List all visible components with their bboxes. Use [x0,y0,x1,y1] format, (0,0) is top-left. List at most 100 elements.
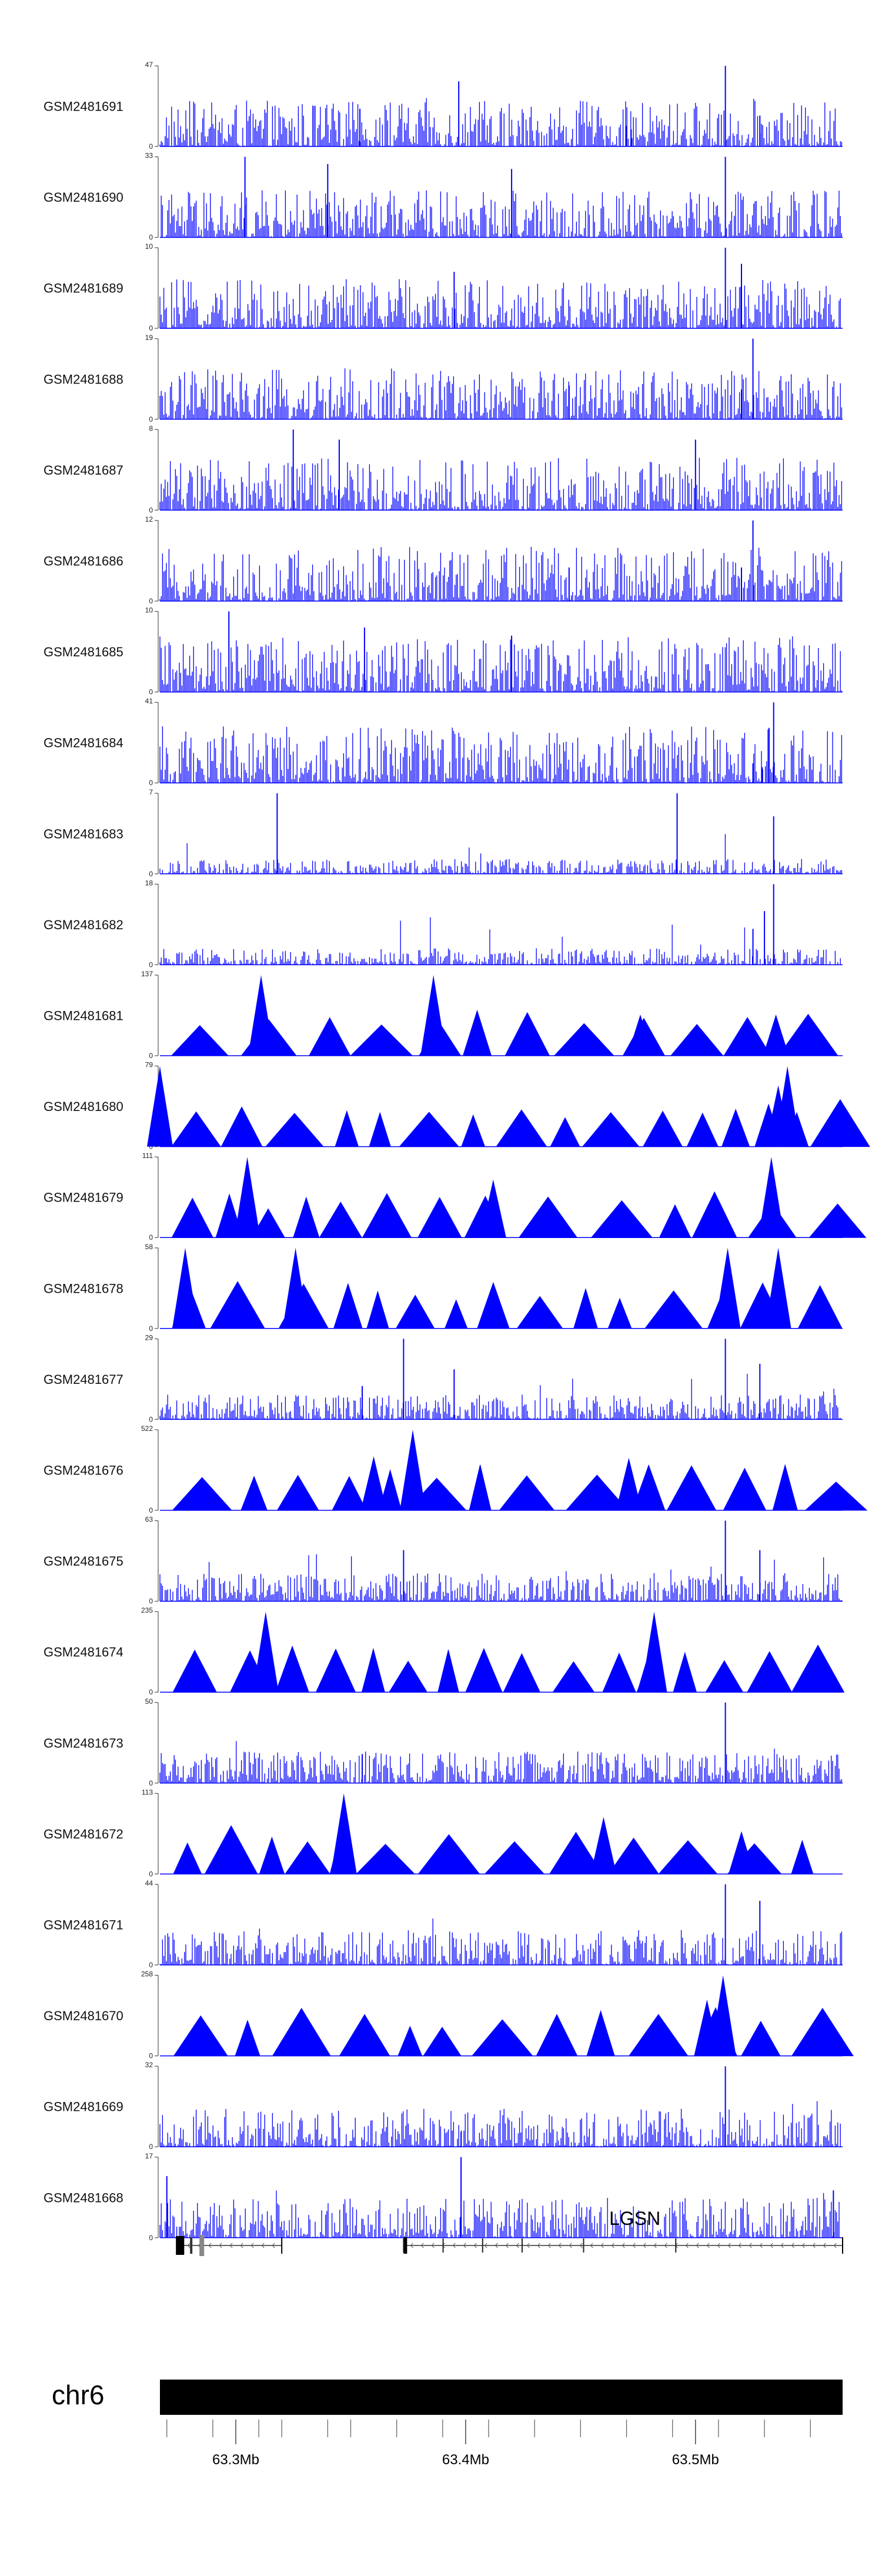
strand-arrow [250,2243,254,2248]
peak-mark [765,1085,791,1147]
y-max-label: 29 [145,1333,153,1342]
y-min-label: 0 [149,1779,153,1787]
y-max-label: 63 [145,1516,153,1524]
exon [403,2237,407,2254]
strand-arrow [801,2243,805,2248]
coverage-bars [159,636,843,692]
strand-arrow [823,2243,826,2248]
chromosome-bar [160,2380,843,2415]
track-GSM2481672: GSM2481672 113 0 [44,1788,843,1878]
track-GSM2481668: GSM2481668 17 0 [44,2152,843,2242]
strand-arrow [643,2243,646,2248]
y-max-label: 8 [149,424,153,432]
coverage-bars [159,368,843,419]
peak-mark [234,1157,260,1238]
y-min-label: 0 [149,233,153,242]
coverage-bars [159,917,841,965]
strand-arrow [452,2243,456,2248]
track-GSM2481681: GSM2481681 137 0 [44,970,843,1060]
strand-arrow [442,2243,445,2248]
peak-mark [248,975,274,1056]
track-GSM2481677: GSM2481677 29 0 [44,1333,843,1423]
y-max-label: 17 [145,2152,153,2160]
peak-mark [616,1457,642,1510]
peak-mark [729,1831,754,1874]
y-min-label: 0 [149,1324,153,1333]
peak-mark [282,1247,309,1329]
track-label: GSM2481679 [44,1190,123,1205]
y-max-label: 10 [145,606,153,615]
peak-mark [147,1066,173,1147]
y-min-label: 0 [149,1233,153,1242]
exon [176,2236,185,2255]
x-tick-label: 63.3Mb [212,2452,259,2468]
peak-mark [627,1015,653,1056]
strand-arrow [664,2243,667,2248]
y-min-label: 0 [149,324,153,332]
track-GSM2481686: GSM2481686 12 0 [44,515,843,605]
exon [199,2235,205,2256]
strand-arrow [600,2243,604,2248]
track-label: GSM2481685 [44,645,123,659]
y-min-label: 0 [149,960,153,969]
strand-arrow [187,2243,191,2248]
peak-mark [172,1247,198,1329]
y-max-label: 7 [149,788,153,796]
coverage-bars [159,98,843,146]
peak-mark [360,1456,387,1510]
x-tick-label: 63.5Mb [672,2452,719,2468]
y-min-label: 0 [149,1961,153,1969]
track-label: GSM2481684 [44,736,123,750]
track-label: GSM2481668 [44,2190,123,2205]
chromosome-label: chr6 [52,2380,104,2410]
track-label: GSM2481687 [44,463,123,478]
y-min-label: 0 [149,2052,153,2060]
y-max-label: 522 [141,1424,153,1433]
y-min-label: 0 [149,779,153,787]
strand-arrow [431,2243,435,2248]
track-GSM2481678: GSM2481678 58 0 [44,1243,843,1333]
strand-arrow [653,2243,657,2248]
peak-mark [400,1430,426,1510]
peak-mark [758,1157,784,1238]
strand-arrow [727,2243,731,2248]
track-GSM2481689: GSM2481689 10 0 [44,242,843,332]
track-GSM2481676: GSM2481676 522 0 [44,1424,868,1514]
track-label: GSM2481678 [44,1281,123,1296]
track-GSM2481691: GSM2481691 47 0 [44,61,843,151]
y-min-label: 0 [149,688,153,696]
coverage-bars [159,279,841,329]
y-min-label: 0 [149,2234,153,2242]
strand-arrow [696,2243,699,2248]
strand-arrow [516,2243,519,2248]
peak-mark [763,1015,789,1056]
y-min-label: 0 [149,1688,153,1696]
strand-arrow [537,2243,540,2248]
peak-mark [590,1817,617,1874]
peak-mark [252,1611,279,1693]
track-GSM2481673: GSM2481673 50 0 [44,1697,843,1787]
strand-arrow [569,2243,572,2248]
strand-arrow [632,2243,636,2248]
strand-arrow [685,2243,689,2248]
strand-arrow [410,2243,413,2248]
coverage-triangles [172,1281,843,1329]
coverage-bars [159,2190,843,2238]
y-min-label: 0 [149,415,153,423]
coverage-triangles [171,1009,838,1056]
y-min-label: 0 [149,1506,153,1514]
track-GSM2481687: GSM2481687 8 0 [44,424,843,514]
track-GSM2481680: GSM2481680790 [44,1061,870,1151]
peak-mark [330,1793,357,1874]
track-label: GSM2481682 [44,917,123,932]
y-min-label: 0 [149,506,153,514]
strand-arrow [261,2243,265,2248]
track-GSM2481670: GSM2481670 258 0 [44,1970,854,2060]
strand-arrow [505,2243,509,2248]
peak-mark [636,1657,663,1693]
track-GSM2481684: GSM2481684 41 0 [44,697,843,787]
y-max-label: 113 [142,1788,153,1796]
coverage-triangles [173,2007,854,2057]
track-label: GSM2481690 [44,190,123,205]
track-GSM2481674: GSM2481674 235 0 [44,1606,845,1696]
